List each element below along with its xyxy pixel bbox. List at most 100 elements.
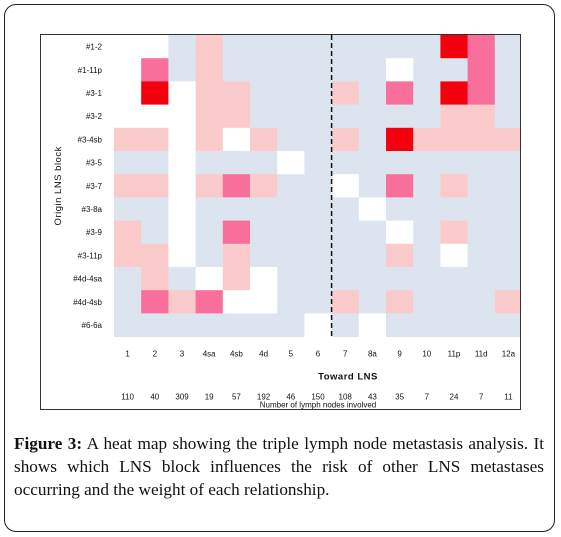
heatmap-cell xyxy=(277,104,305,129)
heatmap-cell xyxy=(195,81,224,105)
heatmap-cell xyxy=(386,313,414,337)
row-label: #3-1 xyxy=(86,89,103,98)
heatmap-cell xyxy=(358,151,387,175)
column-label: 2 xyxy=(153,350,158,359)
heatmap-cell xyxy=(358,104,387,129)
heatmap-cell xyxy=(141,313,169,337)
heatmap-cell xyxy=(440,35,468,59)
heatmap-cell xyxy=(494,127,523,152)
heatmap-cell xyxy=(222,220,251,245)
heatmap-cell xyxy=(222,151,251,175)
heatmap-cell xyxy=(114,104,142,129)
heatmap-cell xyxy=(440,290,468,314)
heatmap-cell xyxy=(331,220,360,245)
heatmap-cell xyxy=(331,151,360,175)
heatmap-cell xyxy=(386,151,414,175)
row-label: #4d-4sb xyxy=(73,298,102,307)
heatmap-cell xyxy=(494,151,523,175)
heatmap-cell xyxy=(304,243,332,268)
row-label: #3-2 xyxy=(86,112,103,121)
heatmap-cell xyxy=(114,313,142,337)
heatmap-cell xyxy=(358,127,387,152)
heatmap-cell xyxy=(467,151,496,175)
heatmap-cell xyxy=(168,290,196,314)
heatmap-cell xyxy=(494,313,523,337)
heatmap-cell xyxy=(195,197,224,221)
heatmap-cell xyxy=(168,174,196,198)
heatmap-cell xyxy=(168,220,196,245)
count-label: 108 xyxy=(339,393,353,402)
heatmap-cell xyxy=(277,243,305,268)
row-label: #1-2 xyxy=(86,43,103,52)
heatmap-cell xyxy=(331,174,360,198)
heatmap-cell xyxy=(304,174,332,198)
heatmap-cell xyxy=(141,151,169,175)
heatmap-cell xyxy=(304,58,332,82)
count-label: 192 xyxy=(257,393,271,402)
heatmap-cell xyxy=(440,104,468,129)
heatmap-cell xyxy=(331,104,360,129)
heatmap-cell xyxy=(304,290,332,314)
heatmap-cell xyxy=(114,267,142,291)
heatmap-cell xyxy=(114,58,142,82)
heatmap-cell xyxy=(331,267,360,291)
column-label: 4sb xyxy=(230,350,243,359)
heatmap-cell xyxy=(494,197,523,221)
count-label: 7 xyxy=(425,393,430,402)
heatmap-cell xyxy=(222,267,251,291)
heatmap-cell xyxy=(304,35,332,59)
heatmap-cell xyxy=(168,104,196,129)
heatmap-cell xyxy=(168,35,196,59)
row-label: #6-6a xyxy=(82,321,103,330)
heatmap-cell xyxy=(195,127,224,152)
heatmap-cell xyxy=(386,197,414,221)
chart-panel: #1-2 #1-11p #3-1 #3-2 #3-4sb #3-5 #3-7 #3-8a #3-… xyxy=(40,34,523,410)
row-label: #3-4sb xyxy=(78,135,103,144)
heatmap-cell xyxy=(386,220,414,245)
heatmap-cell xyxy=(222,174,251,198)
heatmap-cell xyxy=(141,197,169,221)
heatmap-cell xyxy=(331,35,360,59)
heatmap-cell xyxy=(358,35,387,59)
count-label: 11 xyxy=(504,393,513,402)
count-label: 24 xyxy=(450,393,459,402)
heatmap-cell xyxy=(331,58,360,82)
heatmap-cell xyxy=(440,81,468,105)
heatmap-cell xyxy=(114,290,142,314)
heatmap-cell xyxy=(222,290,251,314)
heatmap-cell xyxy=(195,267,224,291)
row-label: #3-7 xyxy=(86,182,103,191)
heatmap-cell xyxy=(114,220,142,245)
heatmap-cell xyxy=(440,174,468,198)
heatmap-cell xyxy=(467,197,496,221)
heatmap-cell xyxy=(222,35,251,59)
heatmap-cell xyxy=(168,313,196,337)
heatmap-cell xyxy=(304,81,332,105)
heatmap-cell xyxy=(277,220,305,245)
heatmap-cell xyxy=(277,35,305,59)
heatmap-cell xyxy=(467,174,496,198)
heatmap-cell xyxy=(494,81,523,105)
heatmap-cell xyxy=(494,243,523,268)
heatmap-cell xyxy=(222,104,251,129)
heatmap-cell xyxy=(250,81,278,105)
heatmap-cell xyxy=(222,243,251,268)
heatmap-cell xyxy=(114,151,142,175)
count-label: 46 xyxy=(286,393,295,402)
heatmap-cell xyxy=(250,58,278,82)
heatmap-cell xyxy=(467,243,496,268)
heatmap-cell xyxy=(304,197,332,221)
heatmap-cell xyxy=(222,127,251,152)
column-label: 12a xyxy=(502,350,516,359)
heatmap-cells xyxy=(114,35,523,337)
heatmap-cell xyxy=(358,174,387,198)
heatmap-cell xyxy=(494,35,523,59)
heatmap-cell xyxy=(494,174,523,198)
heatmap-cell xyxy=(440,267,468,291)
heatmap-cell xyxy=(250,267,278,291)
heatmap-cell xyxy=(114,81,142,105)
heatmap-cell xyxy=(141,220,169,245)
heatmap-cell xyxy=(168,243,196,268)
heatmap-cell xyxy=(304,267,332,291)
heatmap-cell xyxy=(250,104,278,129)
